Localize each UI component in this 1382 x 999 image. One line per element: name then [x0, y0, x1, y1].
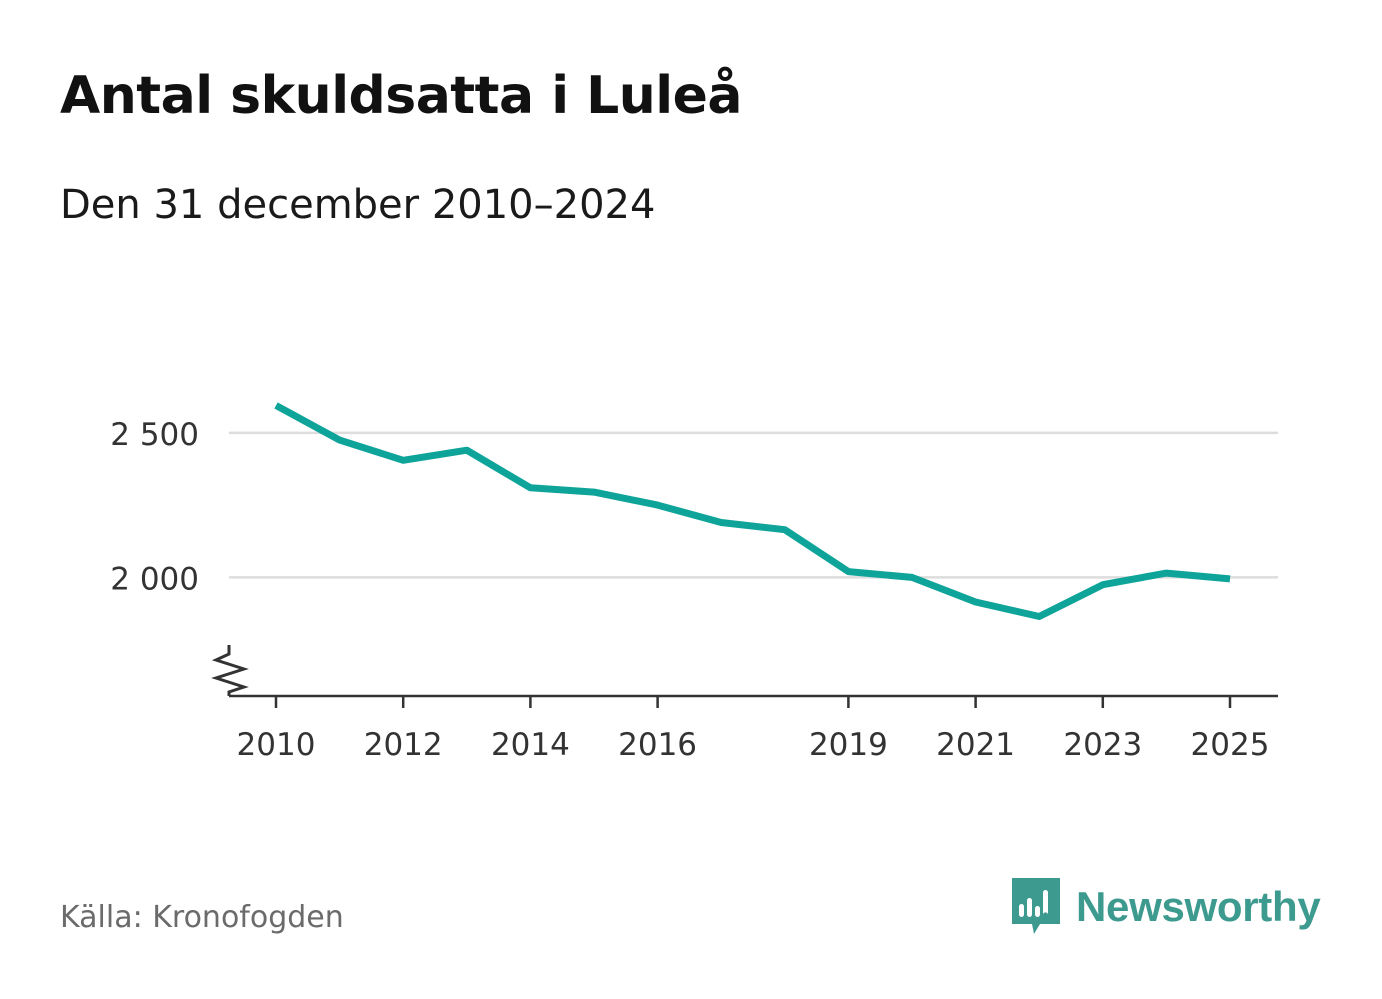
y-tick-label: 2 500 [110, 417, 199, 453]
y-tick-label: 2 000 [110, 561, 199, 597]
brand-logo: Newsworthy [1010, 876, 1321, 938]
brand-name: Newsworthy [1076, 883, 1321, 930]
source-note: Källa: Kronofogden [60, 900, 344, 935]
x-tick-label: 2019 [809, 727, 888, 763]
x-tick-label: 2023 [1063, 727, 1142, 763]
x-tick-label: 2010 [237, 727, 316, 763]
series-line [274, 402, 1231, 620]
bar-chart-speech-bubble-icon [1012, 878, 1060, 934]
chart-subtitle: Den 31 december 2010–2024 [60, 182, 656, 228]
chart-title: Antal skuldsatta i Luleå [60, 66, 742, 126]
x-tick-label: 2016 [618, 727, 697, 763]
axis-break-icon [211, 645, 249, 696]
x-tick-label: 2012 [364, 727, 443, 763]
x-tick-label: 2021 [936, 727, 1015, 763]
x-tick-label: 2025 [1191, 727, 1270, 763]
x-tick-label: 2014 [491, 727, 570, 763]
